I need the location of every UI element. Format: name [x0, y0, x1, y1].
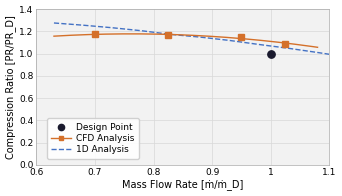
Point: [268, 52, 273, 55]
Legend: Design Point, CFD Analysis, 1D Analysis: Design Point, CFD Analysis, 1D Analysis: [47, 118, 139, 159]
Y-axis label: Compression Ratio [PR/PR_D]: Compression Ratio [PR/PR_D]: [5, 15, 16, 159]
X-axis label: Mass Flow Rate [ṁ/ṁ_D]: Mass Flow Rate [ṁ/ṁ_D]: [122, 180, 244, 191]
